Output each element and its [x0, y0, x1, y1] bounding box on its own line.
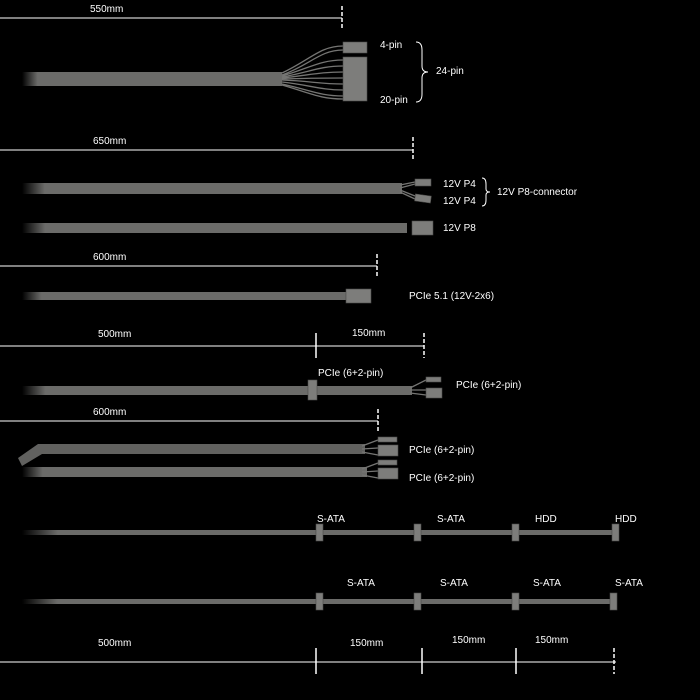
label-sata: S-ATA — [347, 578, 375, 589]
cable-sata: S-ATA S-ATA S-ATA S-ATA — [22, 578, 643, 611]
label-pcie-a: PCIe (6+2-pin) — [409, 445, 474, 456]
dimension-label: 500mm — [98, 329, 131, 340]
label-pcie-end: PCIe (6+2-pin) — [456, 380, 521, 391]
connector-4pin — [342, 41, 368, 54]
dimension-label: 600mm — [93, 252, 126, 263]
cable-12v-p8: 12V P8 — [22, 220, 476, 236]
label-12v-p4-b: 12V P4 — [443, 196, 476, 207]
label-4pin: 4-pin — [380, 40, 402, 51]
connector-pcie-2pin — [377, 436, 398, 443]
connector-hdd — [611, 523, 620, 542]
dimension-600mm-b: 600mm — [0, 407, 379, 433]
cable-sata-hdd: S-ATA S-ATA HDD HDD — [22, 514, 637, 542]
dimension-500-150mm: 500mm 150mm — [0, 328, 425, 358]
dimension-label: 150mm — [352, 328, 385, 339]
label-sata: S-ATA — [437, 514, 465, 525]
dimension-label: 150mm — [452, 635, 485, 646]
cable-12v-p4x2: 12V P4 12V P4 12V P8-connector — [22, 177, 578, 207]
connector-pcie-2pin — [425, 376, 442, 383]
label-24pin: 24-pin — [436, 66, 464, 77]
label-sata: S-ATA — [317, 514, 345, 525]
connector-12v-p4 — [414, 193, 432, 204]
dimension-label: 550mm — [90, 4, 123, 15]
label-sata: S-ATA — [615, 578, 643, 589]
dimension-600mm-a: 600mm — [0, 252, 378, 278]
connector-hdd — [511, 523, 520, 542]
cable-pcie-pair: PCIe (6+2-pin) PCIe (6+2-pin) — [18, 436, 474, 484]
dimension-label: 150mm — [535, 635, 568, 646]
label-pcie-5-1: PCIe 5.1 (12V-2x6) — [409, 291, 494, 302]
cable-pcie-5-1: PCIe 5.1 (12V-2x6) — [22, 288, 494, 304]
connector-pcie-2pin — [377, 459, 398, 466]
connector-sata — [511, 592, 520, 611]
connector-12v-p4 — [414, 178, 432, 187]
dimension-550mm: 550mm — [0, 4, 343, 30]
label-12v-p8-connector: 12V P8-connector — [497, 187, 578, 198]
label-sata: S-ATA — [440, 578, 468, 589]
cable-pcie-daisy-chain: PCIe (6+2-pin) PCIe (6+2-pin) — [22, 368, 521, 401]
connector-pcie-6pin — [425, 387, 443, 399]
connector-pcie-6pin — [377, 444, 399, 457]
label-hdd: HDD — [535, 514, 557, 525]
connector-sata — [315, 523, 324, 542]
label-pcie-mid: PCIe (6+2-pin) — [318, 368, 383, 379]
label-12v-p4-a: 12V P4 — [443, 179, 476, 190]
cable-24pin: 4-pin 20-pin 24-pin — [22, 40, 464, 106]
connector-pcie-6pin — [377, 467, 399, 480]
connector-sata — [315, 592, 324, 611]
connector-sata — [413, 523, 422, 542]
label-12v-p8: 12V P8 — [443, 223, 476, 234]
connector-sata — [609, 592, 618, 611]
dimension-label: 150mm — [350, 638, 383, 649]
connector-12v-p8 — [411, 220, 434, 236]
label-pcie-b: PCIe (6+2-pin) — [409, 473, 474, 484]
connector-20pin — [342, 56, 368, 102]
brace-icon — [481, 177, 491, 207]
brace-icon — [415, 41, 429, 103]
connector-pcie-mid — [307, 379, 318, 401]
label-sata: S-ATA — [533, 578, 561, 589]
label-hdd: HDD — [615, 514, 637, 525]
dimension-label: 500mm — [98, 638, 131, 649]
connector-sata — [413, 592, 422, 611]
dimension-label: 650mm — [93, 136, 126, 147]
dimension-650mm: 650mm — [0, 136, 414, 161]
connector-12v-2x6 — [345, 288, 372, 304]
dimension-bottom: 500mm 150mm 150mm 150mm — [0, 635, 616, 674]
label-20pin: 20-pin — [380, 95, 408, 106]
dimension-label: 600mm — [93, 407, 126, 418]
